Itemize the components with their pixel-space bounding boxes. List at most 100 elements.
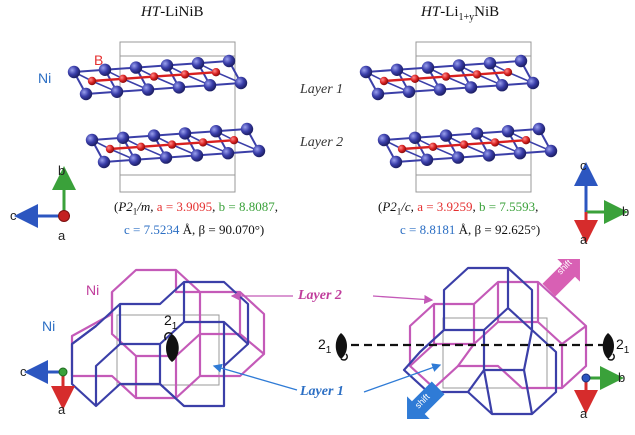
ni-atom — [178, 127, 192, 140]
b-b-bond — [401, 145, 434, 151]
screw-axis-symbol-right-a — [335, 333, 348, 361]
b-atom — [503, 68, 513, 77]
ni-atom — [452, 59, 466, 72]
b-atom — [379, 76, 389, 86]
crystal-layers — [67, 54, 558, 169]
ni-atom — [421, 61, 435, 74]
ni-atom — [470, 127, 484, 140]
ni-atom — [389, 155, 403, 169]
b-b-bond — [171, 141, 204, 146]
screw-axis-label-right-a: 21 — [318, 336, 332, 356]
axis-c-bottom-left: c — [20, 364, 27, 379]
b-atom — [136, 142, 146, 151]
axis-triad-bottom-left — [24, 360, 75, 410]
layer2-label-top: Layer 2 — [300, 135, 344, 150]
b-atom — [118, 74, 128, 84]
b-b-bond — [494, 139, 527, 144]
b-b-bond — [91, 77, 124, 83]
b-atom — [87, 76, 97, 86]
ni-atom — [159, 151, 173, 164]
b-atom — [472, 70, 482, 79]
b-atom — [180, 70, 190, 79]
boron-label: B — [94, 52, 104, 68]
ni-atom — [129, 61, 143, 74]
b-atom — [211, 68, 221, 77]
axis-triad-top-right — [574, 162, 628, 244]
ni-atom — [190, 149, 204, 162]
ni-atom — [514, 54, 528, 68]
b-atom — [167, 140, 177, 149]
ni-atom — [532, 122, 546, 136]
ni-atom — [513, 147, 527, 160]
screw-axis-label-left: 21 — [164, 312, 178, 332]
ni-atom — [433, 83, 447, 96]
b-b-bond — [140, 143, 173, 148]
ni-atom — [79, 87, 93, 101]
ni-atom — [85, 133, 99, 147]
ni-atom — [147, 129, 161, 142]
b-atom — [410, 74, 420, 84]
unit-cell-left — [119, 41, 236, 193]
axis-c-top-right: c — [580, 158, 587, 173]
ni-atom — [110, 85, 124, 99]
ni-atom — [234, 76, 248, 90]
b-atom — [397, 144, 407, 154]
b-b-bond — [414, 75, 447, 80]
axis-b-top-right: b — [622, 204, 630, 219]
ni-atom — [451, 151, 465, 164]
ni-atom — [240, 122, 254, 136]
title-left: HT-LiNiB — [141, 4, 204, 20]
ni-atom — [172, 81, 186, 94]
layer1-label-top: Layer 1 — [300, 82, 344, 97]
ni-atom — [526, 76, 540, 90]
b-b-bond — [463, 141, 496, 146]
axis-a-top-left: a — [58, 228, 66, 243]
b-atom — [198, 138, 208, 147]
layer1-label-bottom: Layer 1 — [300, 384, 344, 399]
ni-atom — [439, 129, 453, 142]
ni-atom — [97, 155, 111, 169]
nickel-label-layer1: Ni — [42, 318, 56, 334]
ni-atom — [98, 63, 112, 76]
projection-left — [70, 268, 266, 408]
axis-triad-bottom-right — [574, 366, 624, 414]
b-b-bond — [184, 71, 217, 76]
b-atom — [229, 136, 239, 145]
ni-atom — [464, 81, 478, 94]
b-b-bond — [202, 139, 235, 144]
b-atom — [105, 144, 115, 154]
ni-atom — [252, 144, 266, 158]
b-b-bond — [109, 145, 142, 151]
projection-cell-left — [116, 314, 220, 386]
ni-atom — [128, 153, 142, 166]
shift-arrow-pink — [542, 259, 580, 297]
b-b-bond — [445, 73, 478, 78]
ni-atom — [191, 57, 205, 70]
layer1-arrow-right — [363, 363, 442, 393]
layer1-arrow-left — [212, 363, 298, 391]
ni-atom — [483, 57, 497, 70]
axis-a-top-right: a — [580, 232, 588, 247]
b-atom — [521, 136, 531, 145]
layer2-arrow-right — [372, 294, 434, 305]
ni-atom — [402, 85, 416, 99]
shift-arrow-blue — [407, 381, 445, 419]
screw-axis-symbol-right-b — [602, 333, 615, 361]
ni-atom — [160, 59, 174, 72]
ni-atom — [141, 83, 155, 96]
ni-atom — [495, 79, 509, 92]
b-b-bond — [153, 73, 186, 78]
ni-atom — [67, 65, 81, 79]
nickel-label: Ni — [38, 70, 52, 86]
ni-atom — [203, 79, 217, 92]
b-atom — [459, 140, 469, 149]
ni-atom — [371, 87, 385, 101]
ni-atom — [221, 147, 235, 160]
b-atom — [441, 72, 451, 81]
b-atom — [490, 138, 500, 147]
b-atom — [149, 72, 159, 81]
cell-params-left: (P21/m, a = 3.9095, b = 8.8087, c = 7.52… — [114, 199, 278, 237]
axis-a-bottom-right: a — [580, 406, 588, 421]
axis-c-top-left: c — [10, 208, 17, 223]
